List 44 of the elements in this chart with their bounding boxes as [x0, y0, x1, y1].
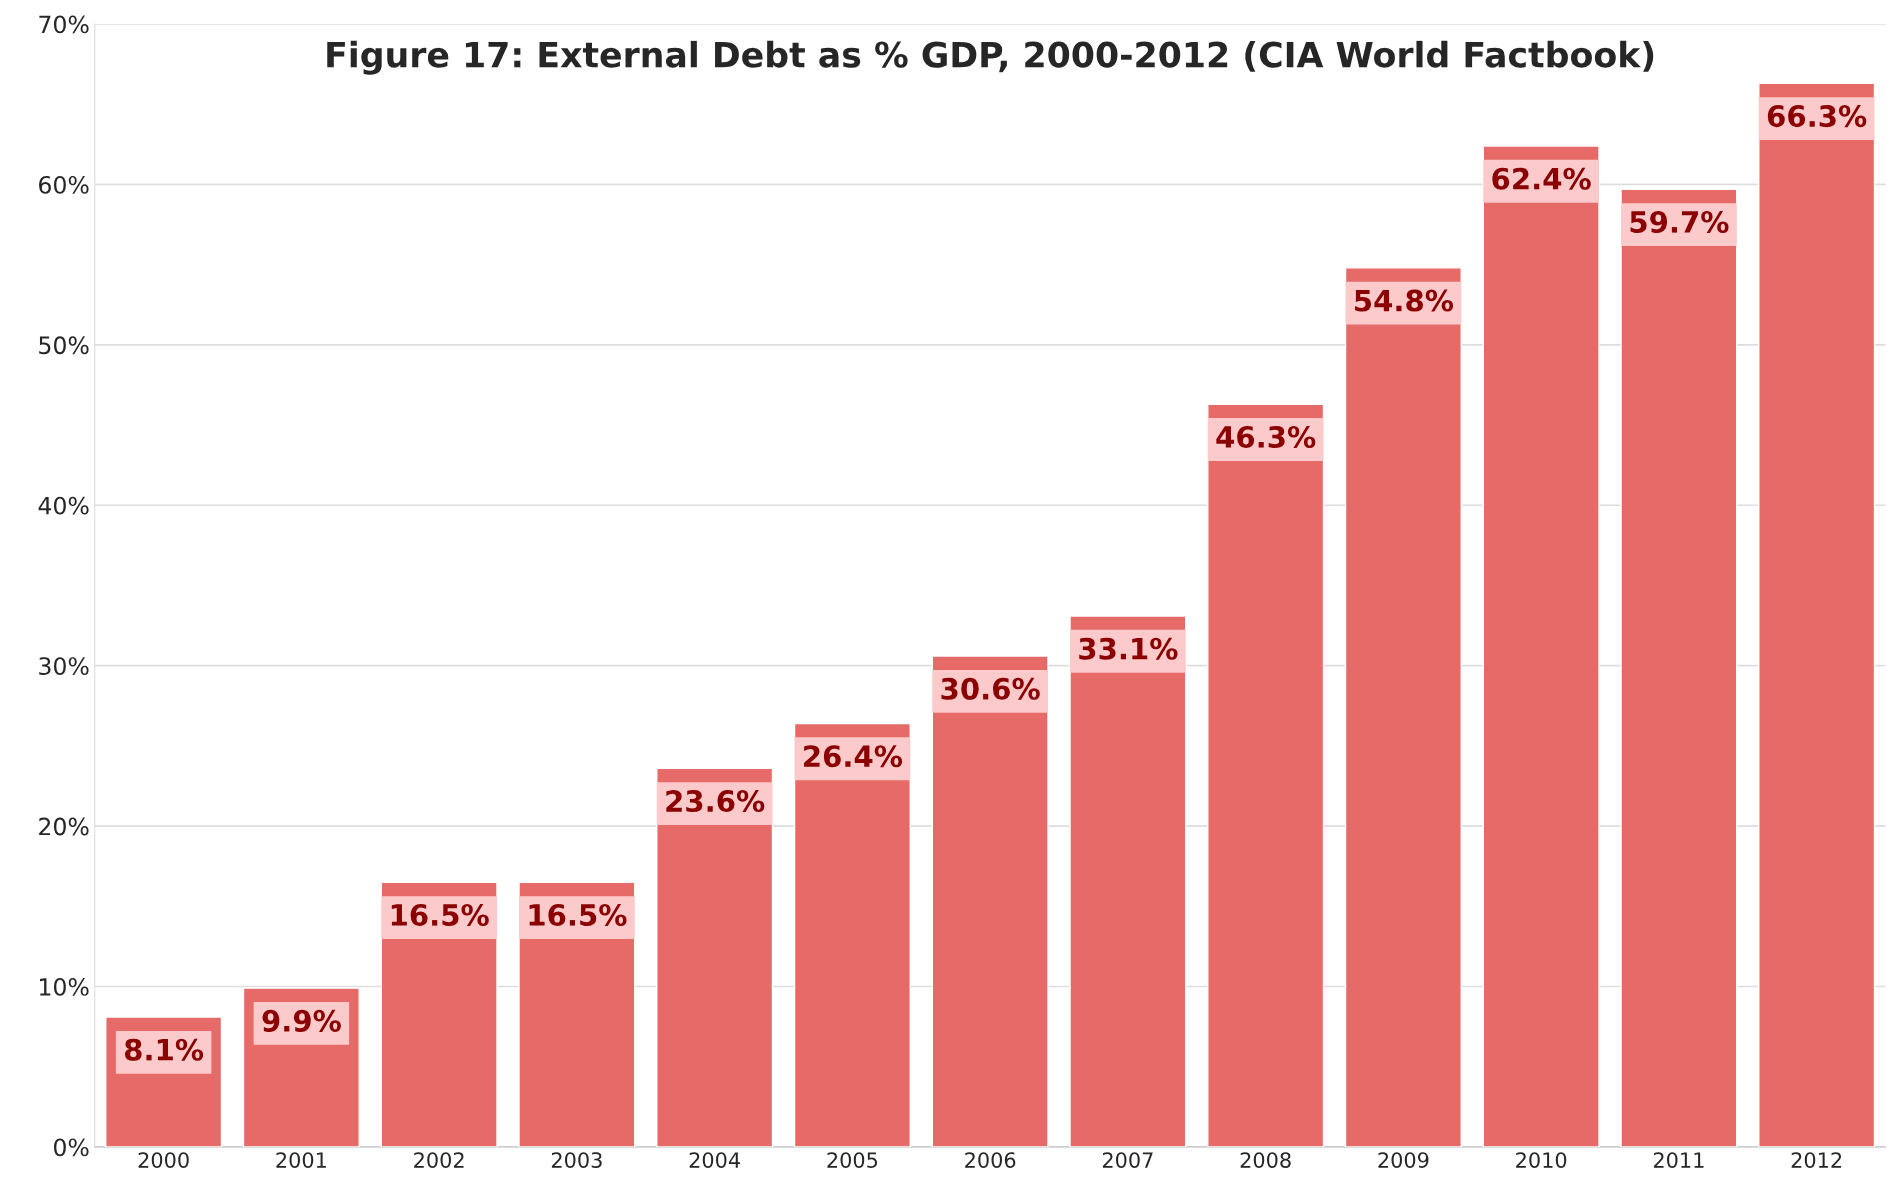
y-tick-label: 20% — [39, 817, 89, 836]
y-tick-label: 50% — [39, 336, 89, 355]
data-label: 62.4% — [1492, 167, 1591, 190]
bar — [1482, 145, 1600, 1147]
y-tick-label: 70% — [39, 15, 89, 34]
data-label: 16.5% — [529, 903, 627, 927]
bar — [1758, 82, 1876, 1147]
data-label: 16.5% — [391, 903, 489, 927]
x-tick-label: 2000 — [138, 1152, 189, 1168]
data-label: 9.9% — [262, 1009, 341, 1032]
data-label: 54.8% — [1355, 289, 1454, 312]
x-tick-label: 2008 — [1240, 1152, 1291, 1168]
data-label: 46.3% — [1216, 425, 1316, 448]
y-tick-label: 40% — [38, 496, 89, 515]
data-label: 23.6% — [666, 790, 765, 813]
data-label: 59.7% — [1630, 210, 1729, 234]
y-tick-label: 60% — [39, 175, 89, 194]
bar — [1207, 403, 1325, 1147]
y-tick-label: 0% — [53, 1138, 89, 1157]
data-label: 33.1% — [1079, 637, 1178, 660]
data-label: 30.6% — [941, 677, 1040, 700]
bar — [656, 767, 774, 1147]
x-tick-label: 2009 — [1378, 1152, 1429, 1168]
x-tick-label: 2012 — [1791, 1152, 1842, 1168]
data-label: 8.1% — [124, 1038, 204, 1061]
bar — [931, 655, 1049, 1147]
y-tick-label: 30% — [39, 657, 89, 675]
x-tick-label: 2010 — [1516, 1152, 1567, 1168]
x-tick-label: 2003 — [551, 1152, 602, 1168]
x-tick-label: 2007 — [1102, 1152, 1153, 1168]
data-label: 66.3% — [1767, 105, 1867, 128]
x-tick-label: 2004 — [689, 1152, 740, 1168]
bar — [793, 722, 911, 1147]
x-tick-label: 2005 — [827, 1152, 878, 1168]
data-label: 26.4% — [804, 745, 903, 768]
x-tick-label: 2006 — [965, 1152, 1016, 1168]
y-tick-label: 10% — [40, 977, 89, 996]
chart-title: Figure 17: External Debt as % GDP, 2000-2012 (CIA World Factbook) — [327, 40, 1654, 75]
bar — [1069, 615, 1187, 1147]
x-tick-label: 2001 — [276, 1152, 326, 1168]
bar — [1344, 267, 1462, 1147]
bar — [1620, 188, 1738, 1147]
x-tick-label: 2011 — [1653, 1152, 1704, 1168]
x-tick-label: 2002 — [414, 1152, 464, 1168]
